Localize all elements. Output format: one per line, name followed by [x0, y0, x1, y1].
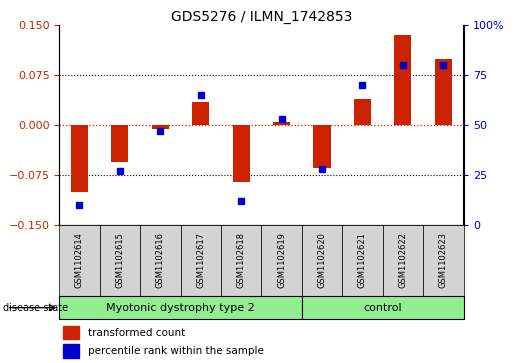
Text: GSM1102621: GSM1102621	[358, 233, 367, 288]
Text: GSM1102622: GSM1102622	[399, 233, 407, 288]
Bar	[100, 225, 140, 296]
Bar	[152, 125, 169, 129]
Bar	[342, 225, 383, 296]
Bar	[233, 125, 250, 182]
Text: GSM1102616: GSM1102616	[156, 232, 165, 289]
Bar	[59, 225, 100, 296]
Text: GSM1102617: GSM1102617	[196, 232, 205, 289]
Text: transformed count: transformed count	[88, 327, 185, 338]
Bar	[63, 344, 79, 358]
Bar	[423, 225, 464, 296]
Bar	[394, 35, 411, 125]
Text: Myotonic dystrophy type 2: Myotonic dystrophy type 2	[106, 303, 255, 313]
Bar	[273, 122, 290, 125]
Bar	[435, 59, 452, 125]
Text: GSM1102619: GSM1102619	[277, 233, 286, 288]
Bar	[302, 296, 464, 319]
Bar	[261, 225, 302, 296]
Text: GSM1102623: GSM1102623	[439, 232, 448, 289]
Bar	[180, 225, 221, 296]
Bar	[221, 225, 261, 296]
Title: GDS5276 / ILMN_1742853: GDS5276 / ILMN_1742853	[170, 11, 352, 24]
Text: GSM1102618: GSM1102618	[237, 232, 246, 289]
Text: percentile rank within the sample: percentile rank within the sample	[88, 346, 263, 356]
Text: GSM1102615: GSM1102615	[115, 233, 124, 288]
Bar	[71, 125, 88, 192]
Text: GSM1102620: GSM1102620	[318, 233, 327, 288]
Bar	[383, 225, 423, 296]
Bar	[354, 99, 371, 125]
Bar	[140, 225, 180, 296]
Text: disease state: disease state	[3, 303, 67, 313]
Bar	[302, 225, 342, 296]
Bar	[59, 296, 302, 319]
Bar	[192, 102, 209, 125]
Bar	[63, 326, 79, 339]
Bar	[111, 125, 128, 162]
Text: GSM1102614: GSM1102614	[75, 233, 84, 288]
Bar	[314, 125, 331, 168]
Text: control: control	[363, 303, 402, 313]
